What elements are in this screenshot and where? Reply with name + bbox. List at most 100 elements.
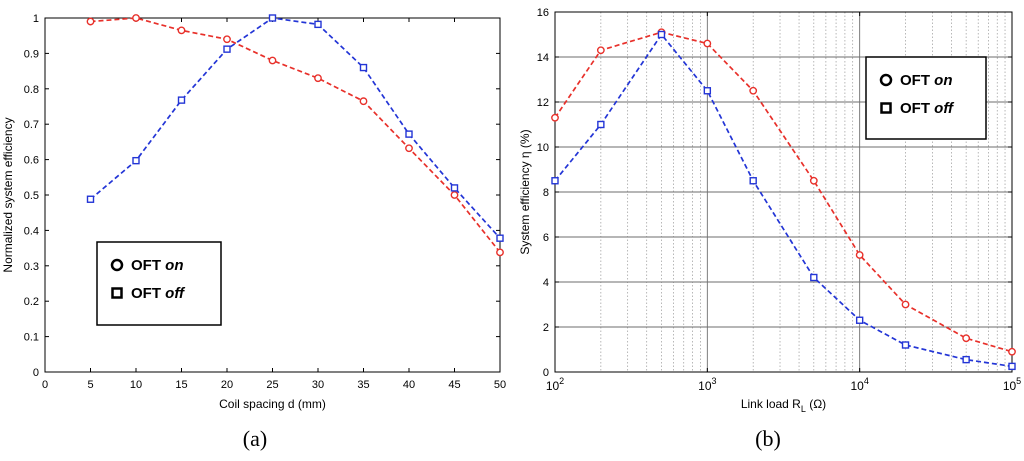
data-point <box>901 341 910 349</box>
series-line <box>554 33 1013 368</box>
data-point <box>223 45 231 53</box>
y-tick-label: 2 <box>543 322 549 334</box>
data-point <box>314 74 322 83</box>
y-tick-label: 1 <box>33 13 39 25</box>
data-point <box>1008 362 1016 371</box>
data-point <box>268 56 277 65</box>
data-point <box>86 17 95 26</box>
y-tick-label: 0 <box>33 367 39 379</box>
data-point <box>809 176 818 185</box>
data-point <box>596 46 605 55</box>
y-tick-label: 0.5 <box>24 190 39 202</box>
data-point <box>450 191 459 199</box>
x-tick-label: 103 <box>698 376 716 393</box>
legend-marker-square <box>880 102 892 114</box>
panel-label: (b) <box>755 426 781 451</box>
data-point <box>962 355 970 364</box>
legend-label: OFT off <box>131 285 186 302</box>
x-tick-label: 20 <box>221 379 233 391</box>
y-tick-label: 0.1 <box>24 332 39 344</box>
data-point <box>703 87 712 95</box>
series-line <box>554 31 1013 353</box>
series-off <box>551 30 1016 371</box>
x-tick-label: 45 <box>448 379 460 391</box>
y-tick-label: 4 <box>543 277 549 289</box>
x-tick-label: 35 <box>357 379 369 391</box>
x-tick-label: 50 <box>494 379 506 391</box>
data-point <box>177 26 186 35</box>
axis-ticks: 0 5 10 15 20 25 30 35 40 45 50 0 0.1 0.2 0.3 0.4 0.5 0.6 0… <box>24 13 506 391</box>
data-point <box>223 35 231 44</box>
data-point <box>496 234 504 242</box>
legend-marker-square <box>111 287 123 299</box>
panel-label: (a) <box>243 426 267 451</box>
y-tick-label: 0.8 <box>24 84 39 96</box>
data-point <box>962 334 971 343</box>
data-point <box>86 195 95 203</box>
y-tick-label: 0 <box>543 367 549 379</box>
legend-marker-circle <box>110 258 124 272</box>
y-axis-label: Normalized system efficiency <box>1 117 15 272</box>
legend-label: OFT on <box>131 257 184 274</box>
series-line <box>90 17 501 253</box>
y-tick-label: 6 <box>543 232 549 244</box>
data-point <box>359 63 368 72</box>
x-tick-label: 15 <box>175 379 187 391</box>
data-point <box>314 20 322 29</box>
x-tick-label: 5 <box>87 379 93 391</box>
axis-ticks: 102 103 104 105 0 2 4 6 8 10 12 14 16 <box>537 7 1021 393</box>
x-axis-label: Coil spacing d (mm) <box>219 397 326 411</box>
data-point <box>496 248 504 257</box>
data-point <box>657 30 666 39</box>
legend-label: OFT off <box>900 100 955 117</box>
data-point <box>405 144 413 153</box>
data-point <box>359 97 368 106</box>
series-off <box>86 14 504 242</box>
legend-marker-circle <box>879 73 893 87</box>
x-tick-label: 10 <box>130 379 142 391</box>
y-tick-label: 8 <box>543 187 549 199</box>
data-point <box>703 39 712 48</box>
y-tick-label: 14 <box>537 52 549 64</box>
x-tick-label: 104 <box>850 376 868 393</box>
x-tick-label: 30 <box>312 379 324 391</box>
x-tick-label: 0 <box>42 379 48 391</box>
data-point <box>1008 347 1016 356</box>
data-point <box>551 113 559 122</box>
y-tick-label: 10 <box>537 142 549 154</box>
x-tick-label: 40 <box>403 379 415 391</box>
data-point <box>405 130 413 138</box>
chart-panel-b: 102 103 104 105 0 2 4 6 8 10 12 14 16 Link load RL (Ω… <box>518 7 1021 451</box>
x-tick-label: 25 <box>266 379 278 391</box>
data-point <box>810 273 818 282</box>
legend: OFT on OFT off <box>865 56 987 140</box>
x-tick-label: 105 <box>1003 376 1021 393</box>
y-tick-label: 0.4 <box>24 225 39 237</box>
data-point <box>749 177 757 185</box>
series-on <box>551 28 1016 356</box>
legend: OFT on OFT off <box>96 241 222 326</box>
series-on <box>86 14 504 257</box>
data-point <box>132 156 140 165</box>
data-point <box>450 184 459 192</box>
data-point <box>855 316 864 324</box>
data-point <box>268 14 277 22</box>
data-point <box>855 251 864 259</box>
x-axis-label: Link load RL (Ω) <box>741 397 826 414</box>
y-tick-label: 0.9 <box>24 48 39 60</box>
data-point <box>597 120 605 129</box>
data-point <box>551 177 559 185</box>
y-tick-label: 12 <box>537 97 549 109</box>
y-tick-label: 16 <box>537 7 549 19</box>
y-tick-label: 0.3 <box>24 261 39 273</box>
data-point <box>132 14 140 22</box>
legend-box <box>96 241 222 326</box>
legend-label: OFT on <box>900 72 953 89</box>
y-tick-label: 0.6 <box>24 155 39 167</box>
data-point <box>901 300 910 309</box>
y-tick-label: 0.2 <box>24 296 39 308</box>
series-line <box>89 17 501 239</box>
y-tick-label: 0.7 <box>24 119 39 131</box>
data-point <box>749 86 758 95</box>
